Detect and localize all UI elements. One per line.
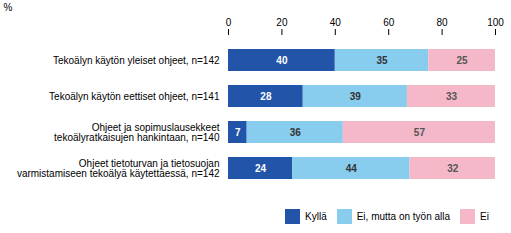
svg-text:Tekoälyn käytön yleiset ohjeet: Tekoälyn käytön yleiset ohjeet, n=142 — [53, 55, 220, 66]
svg-text:Ohjeet tietoturvan ja tietosuo: Ohjeet tietoturvan ja tietosuojanvarmist… — [17, 158, 220, 179]
svg-text:40: 40 — [276, 55, 288, 66]
svg-text:57: 57 — [414, 127, 426, 138]
svg-text:Ohjeet ja sopimuslausekkeettek: Ohjeet ja sopimuslausekkeettekoälyratkai… — [54, 122, 220, 143]
svg-text:36: 36 — [290, 127, 302, 138]
svg-text:39: 39 — [350, 91, 362, 102]
svg-text:33: 33 — [446, 91, 458, 102]
svg-text:20: 20 — [276, 17, 288, 28]
svg-text:%: % — [4, 2, 13, 13]
svg-text:60: 60 — [383, 17, 395, 28]
svg-text:100: 100 — [487, 17, 504, 28]
svg-text:44: 44 — [346, 163, 358, 174]
svg-text:80: 80 — [437, 17, 449, 28]
svg-text:7: 7 — [235, 127, 241, 138]
svg-text:32: 32 — [447, 163, 459, 174]
svg-text:25: 25 — [457, 55, 469, 66]
svg-text:0: 0 — [226, 17, 232, 28]
svg-text:28: 28 — [260, 91, 272, 102]
svg-text:Tekoälyn käytön eettiset ohjee: Tekoälyn käytön eettiset ohjeet, n=141 — [49, 91, 220, 102]
svg-text:35: 35 — [376, 55, 388, 66]
html-text:Kyllä: Kyllä — [305, 211, 327, 222]
svg-text:24: 24 — [255, 163, 267, 174]
html-text:Ei: Ei — [480, 211, 489, 222]
svg-text:40: 40 — [330, 17, 342, 28]
html-text:Ei, mutta on työn alla: Ei, mutta on työn alla — [356, 211, 451, 222]
